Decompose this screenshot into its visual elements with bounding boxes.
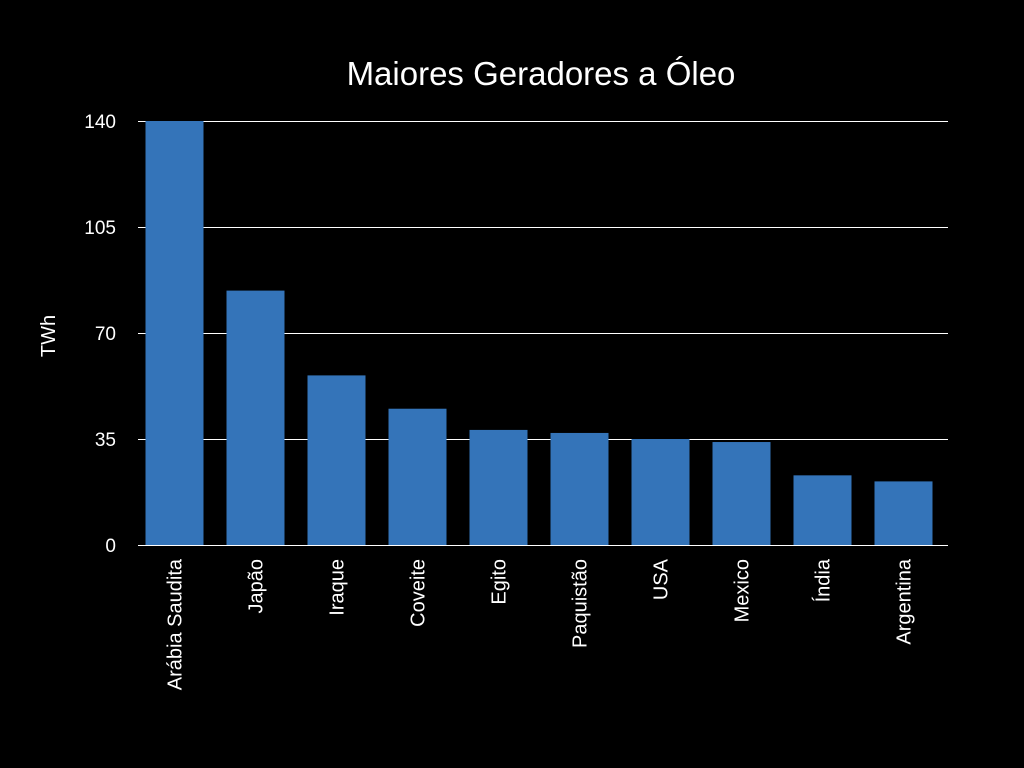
x-tick-label: Iraque xyxy=(327,559,349,616)
y-tick-label: 70 xyxy=(95,324,116,345)
x-tick-label: Mexico xyxy=(732,559,754,622)
x-tick-label: Egito xyxy=(489,559,511,605)
bar xyxy=(874,481,933,545)
bar xyxy=(469,429,528,545)
x-tick-label: Argentina xyxy=(894,558,916,644)
bar xyxy=(712,442,771,545)
x-tick-label: Arábia Saudita xyxy=(165,558,187,690)
bar xyxy=(388,408,447,545)
y-axis-label: TWh xyxy=(38,315,60,357)
bars xyxy=(145,121,933,545)
x-tick-label: Índia xyxy=(812,558,835,602)
y-tick-label: 140 xyxy=(84,112,116,133)
y-axis-ticks: 0 35 70 105 140 xyxy=(84,112,116,557)
bar xyxy=(550,432,609,545)
bar xyxy=(307,375,366,545)
bar xyxy=(145,121,204,545)
x-tick-label: Paquistão xyxy=(570,559,592,648)
bar xyxy=(793,475,852,545)
x-tick-label: Japão xyxy=(246,559,268,614)
y-tick-label: 105 xyxy=(84,218,116,239)
chart-title: Maiores Geradores a Óleo xyxy=(347,55,736,92)
bar xyxy=(226,290,285,545)
x-tick-label: Coveite xyxy=(408,559,430,627)
x-axis-ticks: Arábia Saudita Japão Iraque Coveite Egito Paq… xyxy=(165,558,916,690)
x-tick-label: USA xyxy=(651,558,673,600)
y-tick-label: 35 xyxy=(95,430,116,451)
y-tick-label: 0 xyxy=(105,536,116,557)
bar xyxy=(631,439,690,545)
